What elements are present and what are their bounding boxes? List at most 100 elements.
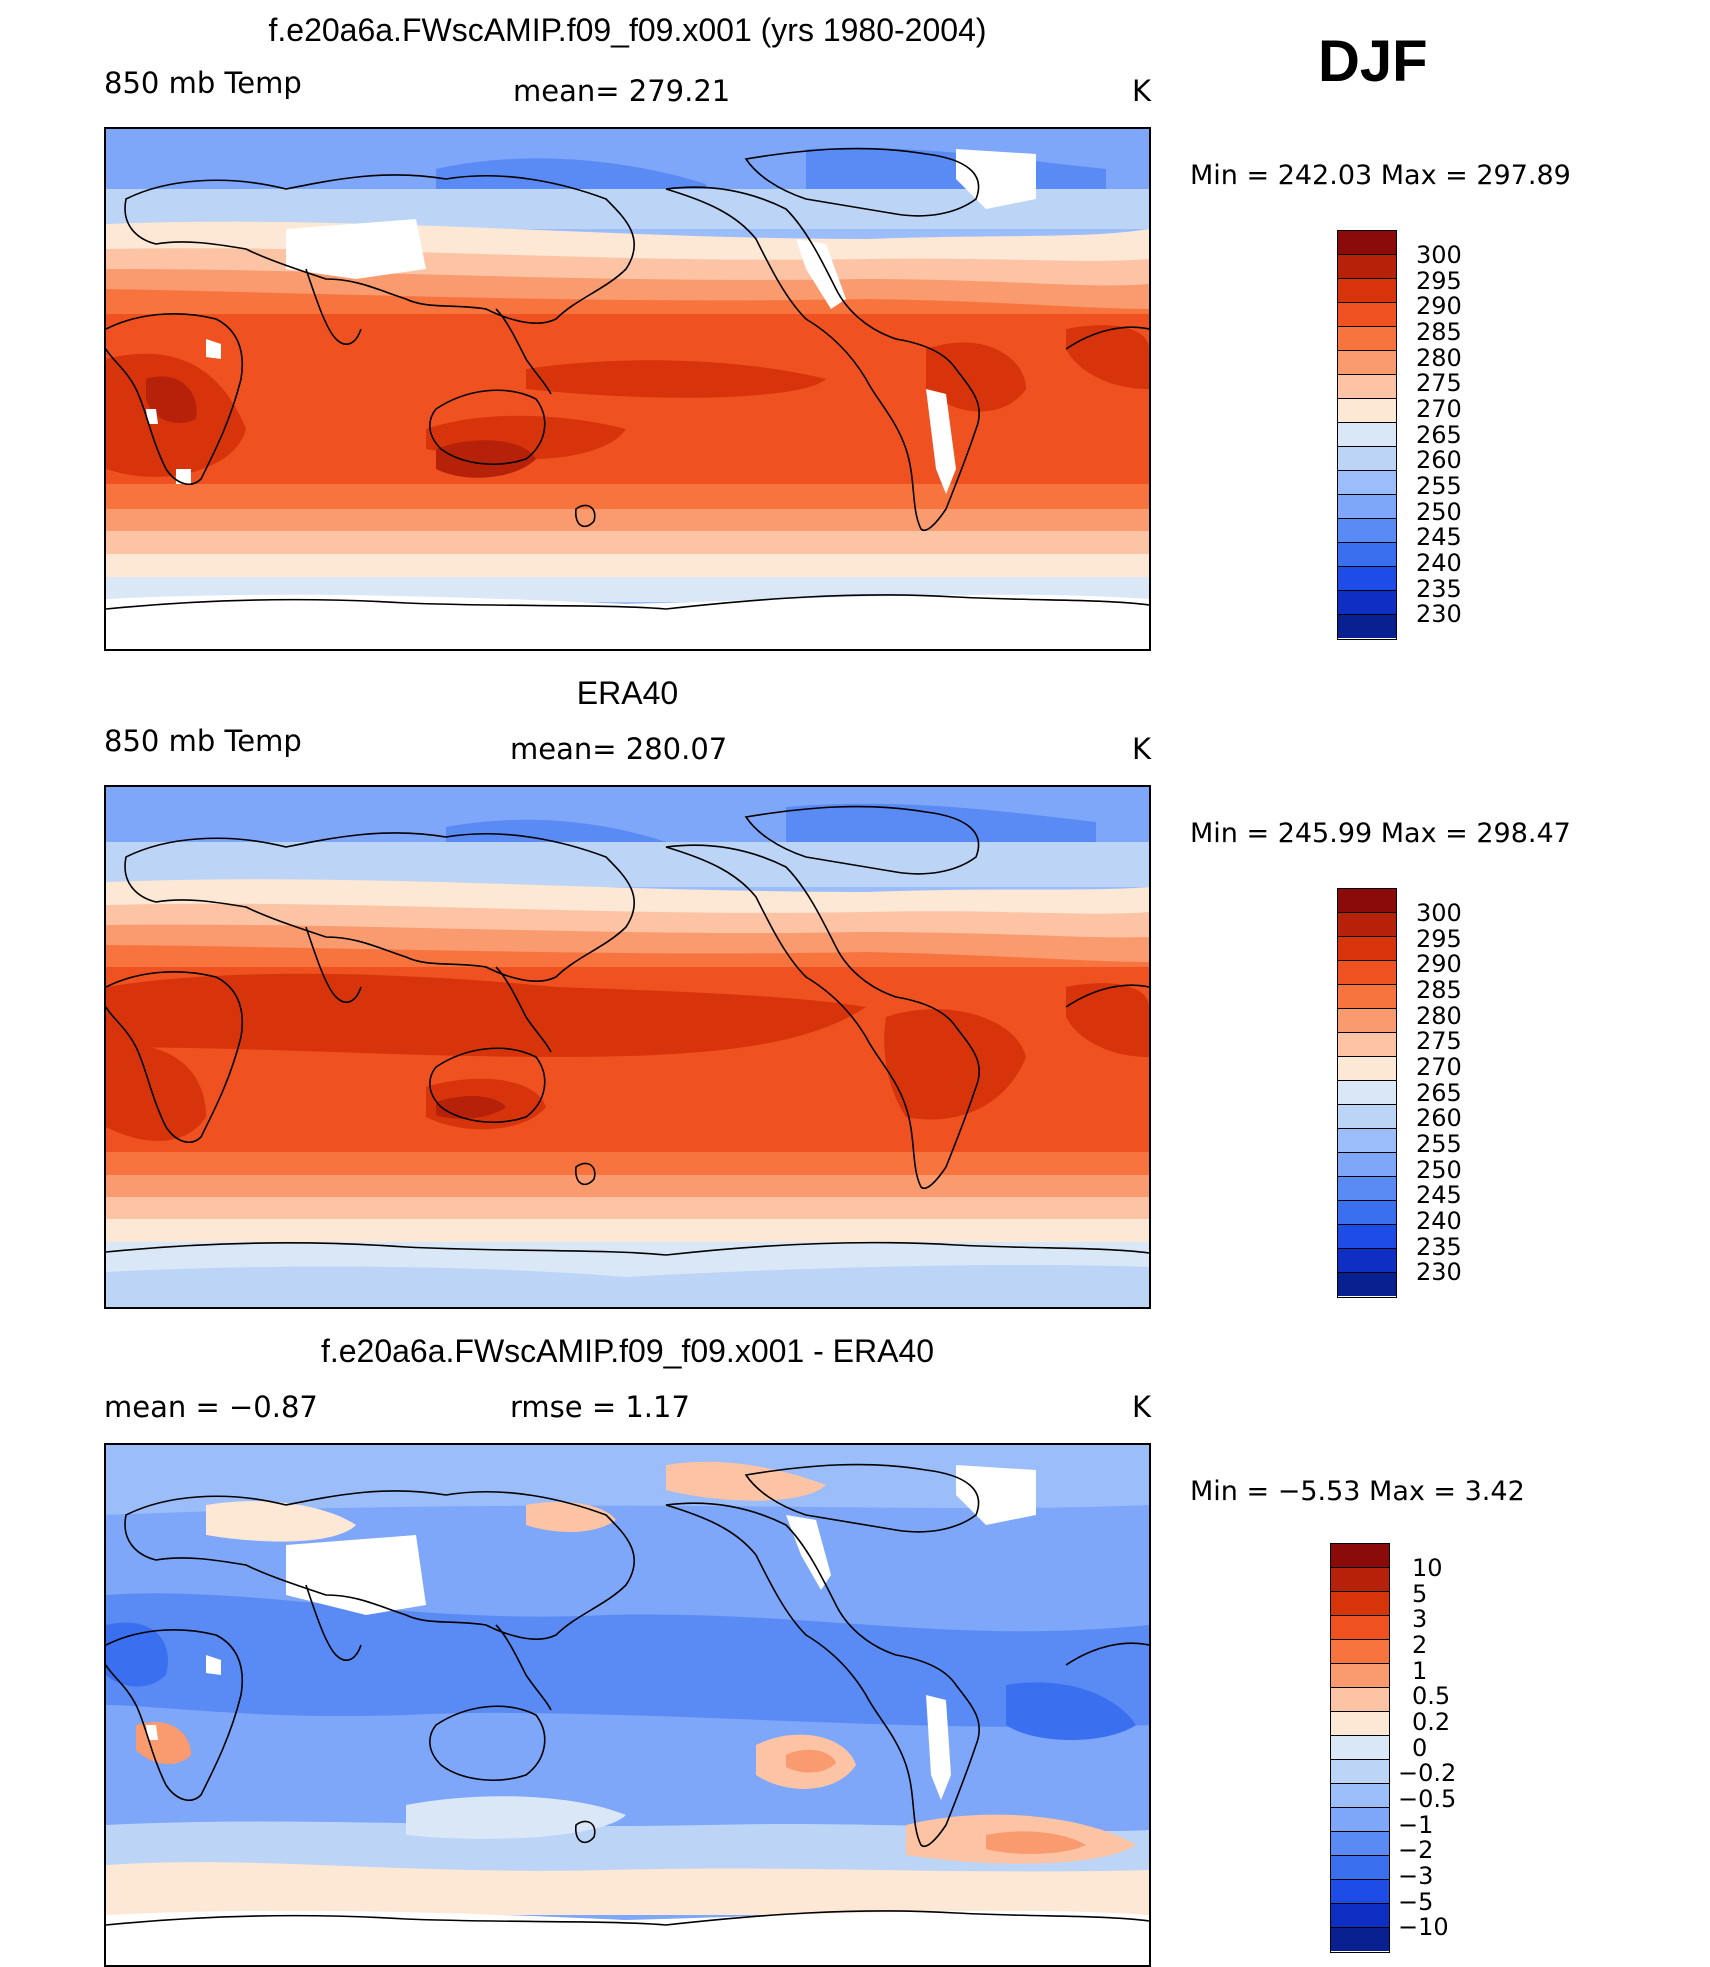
panel-2-min-max: Min = 245.99 Max = 298.47	[1190, 818, 1571, 849]
panel-1-title: f.e20a6a.FWscAMIP.f09_f09.x001 (yrs 1980…	[268, 12, 987, 48]
panel-3-min-max: Min = −5.53 Max = 3.42	[1190, 1476, 1525, 1507]
panel-1-colorbar-label: 300	[1416, 241, 1462, 269]
panel-1-colorbar-swatch	[1338, 447, 1396, 471]
panel-2-colorbar-swatch	[1338, 985, 1396, 1009]
panel-1-colorbar-swatch	[1338, 543, 1396, 567]
season-label: DJF	[1318, 29, 1428, 94]
panel-2-colorbar-swatch	[1338, 1249, 1396, 1273]
panel-2-colorbar-swatch	[1338, 1009, 1396, 1033]
panel-3-colorbar-swatch	[1331, 1712, 1389, 1736]
panel-2-colorbar-label: 260	[1416, 1104, 1462, 1132]
panel-3-map	[104, 1443, 1151, 1967]
panel-1-temperature-field	[106, 129, 1149, 649]
panel-3-colorbar-label: 5	[1412, 1580, 1428, 1608]
panel-1-colorbar-swatch	[1338, 423, 1396, 447]
panel-2-colorbar-swatch	[1338, 1201, 1396, 1225]
panel-2-colorbar-label: 240	[1416, 1207, 1462, 1235]
panel-3-units-label: K	[1132, 1390, 1152, 1424]
panel-3-difference-field	[106, 1445, 1149, 1965]
panel-1-colorbar-label: 250	[1416, 498, 1462, 526]
panel-2-title: ERA40	[576, 675, 679, 711]
panel-3-colorbar-label: 0.5	[1412, 1682, 1451, 1710]
panel-2-colorbar-swatch	[1338, 1225, 1396, 1249]
panel-1-colorbar-swatch	[1338, 591, 1396, 615]
panel-2-colorbar-label: 250	[1416, 1156, 1462, 1184]
panel-1-colorbar-swatch	[1338, 279, 1396, 303]
panel-3-title: f.e20a6a.FWscAMIP.f09_f09.x001 - ERA40	[320, 1333, 935, 1369]
panel-3-colorbar-label: 0	[1412, 1734, 1428, 1762]
panel-3-colorbar-swatch	[1331, 1880, 1389, 1904]
panel-3-mean-label: mean = −0.87	[104, 1390, 318, 1424]
panel-3-colorbar-label: 1	[1412, 1657, 1428, 1685]
panel-3-colorbar-swatch	[1331, 1760, 1389, 1784]
panel-2-colorbar-swatch	[1338, 937, 1396, 961]
panel-1-colorbar-swatch	[1338, 327, 1396, 351]
panel-1-colorbar-label: 260	[1416, 446, 1462, 474]
panel-2-colorbar-swatch	[1338, 1129, 1396, 1153]
panel-3-colorbar-swatch	[1331, 1856, 1389, 1880]
panel-2-map	[104, 785, 1151, 1309]
panel-2-colorbar-label: 295	[1416, 925, 1462, 953]
panel-1-colorbar-swatch	[1338, 303, 1396, 327]
panel-1-colorbar-label: 290	[1416, 292, 1462, 320]
panel-3-colorbar-swatch	[1331, 1592, 1389, 1616]
panel-1-colorbar	[1337, 230, 1397, 640]
panel-2-colorbar-swatch	[1338, 1105, 1396, 1129]
panel-2-colorbar-label: 255	[1416, 1130, 1462, 1158]
panel-2-colorbar-swatch	[1338, 1081, 1396, 1105]
panel-2-colorbar-swatch	[1338, 1057, 1396, 1081]
panel-3-colorbar-swatch	[1331, 1904, 1389, 1928]
panel-2-colorbar-label: 275	[1416, 1027, 1462, 1055]
panel-2-colorbar-swatch	[1338, 1273, 1396, 1296]
panel-1-colorbar-swatch	[1338, 495, 1396, 519]
panel-3-colorbar-swatch	[1331, 1808, 1389, 1832]
panel-2-colorbar-label: 285	[1416, 976, 1462, 1004]
panel-3-colorbar-swatch	[1331, 1640, 1389, 1664]
panel-3-colorbar-swatch	[1331, 1784, 1389, 1808]
panel-3-colorbar-swatch	[1331, 1544, 1389, 1568]
panel-2-colorbar-swatch	[1338, 1177, 1396, 1201]
panel-1-colorbar-swatch	[1338, 351, 1396, 375]
panel-2-colorbar-swatch	[1338, 1033, 1396, 1057]
panel-1-colorbar-swatch	[1338, 519, 1396, 543]
panel-1-colorbar-label: 265	[1416, 421, 1462, 449]
panel-3-colorbar-swatch	[1331, 1928, 1389, 1951]
panel-1-colorbar-label: 245	[1416, 523, 1462, 551]
panel-1-colorbar-label: 240	[1416, 549, 1462, 577]
panel-1-colorbar-label: 235	[1416, 575, 1462, 603]
panel-3-colorbar-swatch	[1331, 1736, 1389, 1760]
panel-2-colorbar-swatch	[1338, 913, 1396, 937]
panel-3-colorbar	[1330, 1543, 1390, 1953]
panel-2-temperature-field	[106, 787, 1149, 1307]
panel-1-units-label: K	[1132, 74, 1152, 108]
panel-3-colorbar-label: −0.2	[1398, 1759, 1457, 1787]
panel-3-colorbar-label: −5	[1398, 1888, 1434, 1916]
panel-1-colorbar-swatch	[1338, 567, 1396, 591]
panel-3-colorbar-label: −2	[1398, 1836, 1434, 1864]
panel-2-colorbar-label: 265	[1416, 1079, 1462, 1107]
panel-2-colorbar-label: 245	[1416, 1181, 1462, 1209]
panel-2-colorbar	[1337, 888, 1397, 1298]
panel-3-colorbar-label: 0.2	[1412, 1708, 1451, 1736]
panel-1-variable-label: 850 mb Temp	[104, 66, 302, 100]
panel-3-colorbar-label: −0.5	[1398, 1785, 1457, 1813]
panel-3-colorbar-swatch	[1331, 1688, 1389, 1712]
panel-3-colorbar-label: −3	[1398, 1862, 1434, 1890]
panel-2-colorbar-label: 280	[1416, 1002, 1462, 1030]
panel-1-colorbar-label: 230	[1416, 600, 1462, 628]
panel-3-colorbar-label: −1	[1398, 1811, 1434, 1839]
panel-2-colorbar-label: 235	[1416, 1233, 1462, 1261]
panel-1-colorbar-swatch	[1338, 471, 1396, 495]
panel-1-colorbar-swatch	[1338, 255, 1396, 279]
panel-3-rmse-label: rmse = 1.17	[510, 1390, 690, 1424]
panel-1-map	[104, 127, 1151, 651]
panel-1-colorbar-swatch	[1338, 231, 1396, 255]
panel-3-colorbar-label: 2	[1412, 1631, 1428, 1659]
panel-2-colorbar-swatch	[1338, 889, 1396, 913]
panel-1-colorbar-label: 280	[1416, 344, 1462, 372]
panel-3-colorbar-label: −10	[1398, 1913, 1449, 1941]
panel-1-colorbar-label: 285	[1416, 318, 1462, 346]
panel-1-min-max: Min = 242.03 Max = 297.89	[1190, 160, 1571, 191]
panel-3-colorbar-label: 3	[1412, 1605, 1428, 1633]
panel-1-colorbar-label: 255	[1416, 472, 1462, 500]
